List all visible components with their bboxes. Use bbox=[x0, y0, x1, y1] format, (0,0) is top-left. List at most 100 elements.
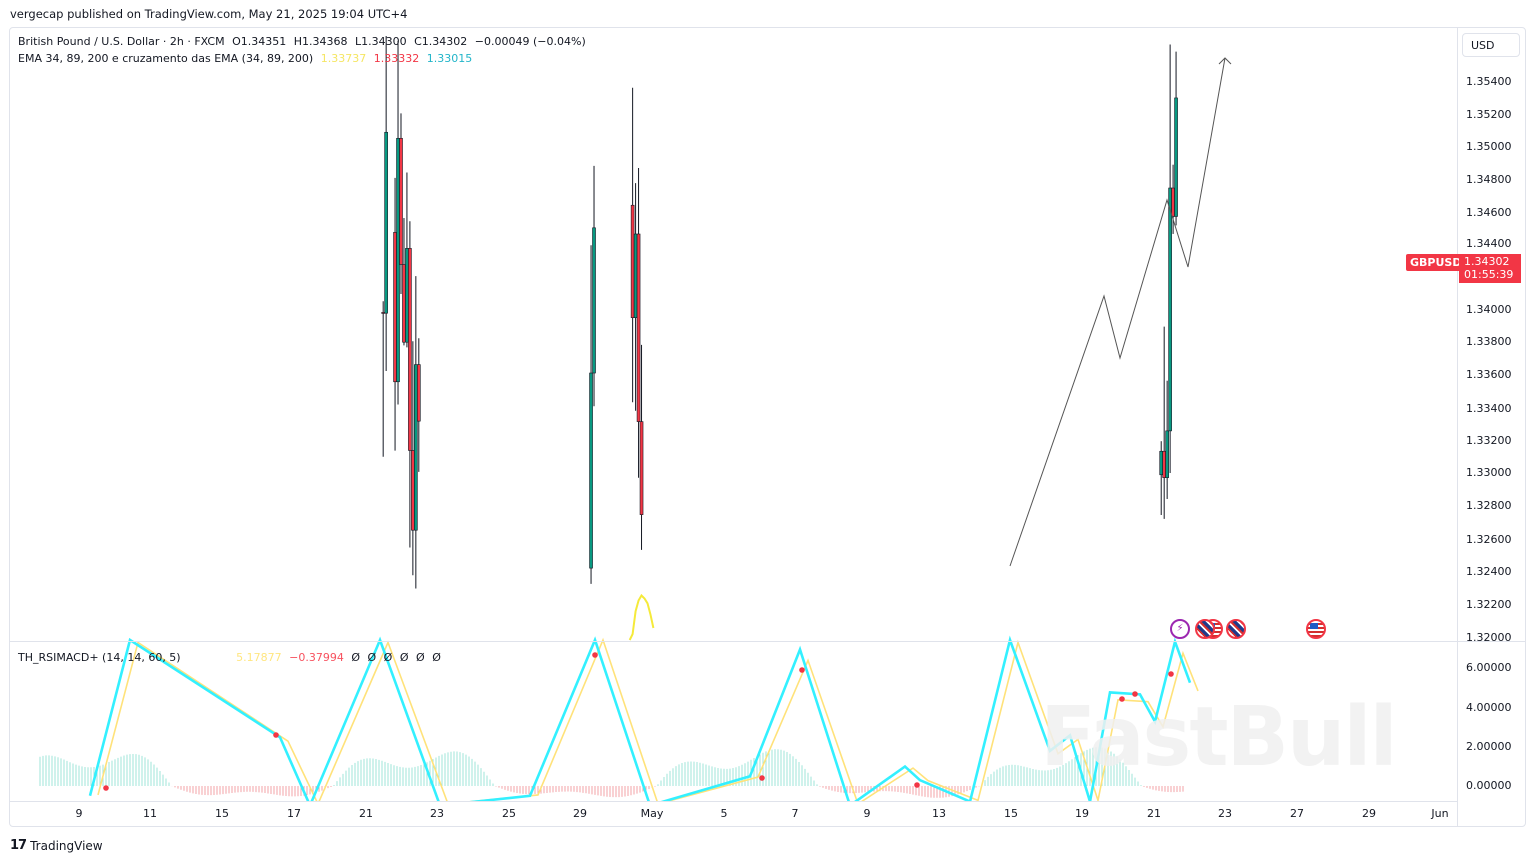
price-tick: 1.33400 bbox=[1466, 402, 1512, 415]
time-tick: 7 bbox=[791, 807, 799, 820]
last-price: 1.34302 bbox=[1464, 255, 1510, 268]
indicator-tick: 2.00000 bbox=[1466, 740, 1512, 753]
price-tick: 1.34600 bbox=[1466, 206, 1512, 219]
price-tick: 1.33000 bbox=[1466, 466, 1512, 479]
time-tick: 25 bbox=[502, 807, 516, 820]
indicator-value-1: 5.17877 bbox=[236, 651, 282, 664]
cross-signal-dot bbox=[1132, 691, 1138, 697]
oscillator-line bbox=[88, 635, 1192, 801]
currency-button[interactable]: USD bbox=[1462, 33, 1520, 57]
symbol-name: British Pound / U.S. Dollar · 2h · FXCM bbox=[18, 35, 225, 48]
candle-body bbox=[1162, 450, 1166, 478]
tradingview-footer[interactable]: 𝟭𝟳 TradingView bbox=[10, 838, 103, 853]
time-tick: 21 bbox=[359, 807, 373, 820]
time-tick: 13 bbox=[932, 807, 946, 820]
indicator-tick: 4.00000 bbox=[1466, 701, 1512, 714]
price-chart[interactable] bbox=[10, 28, 1457, 801]
candle-body bbox=[417, 364, 421, 422]
null-value: Ø bbox=[416, 651, 425, 664]
chart-frame bbox=[9, 27, 1526, 827]
null-value: Ø bbox=[367, 651, 377, 664]
cross-signal-dot bbox=[1119, 696, 1125, 702]
ema-legend[interactable]: EMA 34, 89, 200 e cruzamento das EMA (34… bbox=[18, 52, 476, 65]
time-tick: 5 bbox=[720, 807, 728, 820]
price-tick: 1.32200 bbox=[1466, 598, 1512, 611]
candle-body bbox=[630, 204, 635, 318]
price-change: −0.00049 (−0.04%) bbox=[474, 35, 586, 48]
arrow-head-icon bbox=[1218, 57, 1232, 65]
price-tick: 1.34800 bbox=[1466, 173, 1512, 186]
ema34-line bbox=[630, 596, 1182, 641]
time-tick: 15 bbox=[215, 807, 229, 820]
time-tick: 11 bbox=[143, 807, 157, 820]
null-value: Ø bbox=[432, 651, 441, 664]
candle-body bbox=[1171, 187, 1175, 217]
candle-body bbox=[414, 364, 418, 531]
price-tick: 1.32400 bbox=[1466, 565, 1512, 578]
candle-body bbox=[633, 233, 638, 318]
candle-body bbox=[1165, 430, 1169, 478]
candle-body bbox=[381, 312, 385, 314]
price-tick: 1.32000 bbox=[1466, 631, 1512, 644]
projection-path[interactable] bbox=[1009, 57, 1226, 567]
price-tick: 1.34000 bbox=[1466, 303, 1512, 316]
candle-body bbox=[589, 372, 593, 569]
ohlc-open: O1.34351 bbox=[232, 35, 287, 48]
publisher-line: vergecap published on TradingView.com, M… bbox=[10, 7, 408, 21]
cross-signal-dot bbox=[592, 652, 598, 658]
candle-body bbox=[636, 233, 641, 422]
candle-body bbox=[1174, 97, 1178, 217]
price-tick: 1.33200 bbox=[1466, 434, 1512, 447]
time-tick: May bbox=[640, 807, 664, 820]
flash-event-icon[interactable]: ⚡ bbox=[1170, 619, 1190, 639]
indicator-name: TH_RSIMACD+ (14, 14, 60, 5) bbox=[18, 651, 181, 664]
indicator-legend[interactable]: TH_RSIMACD+ (14, 14, 60, 5) 5.17877 −0.3… bbox=[18, 651, 445, 664]
ema89-value: 1.33332 bbox=[373, 52, 420, 65]
pane-separator[interactable] bbox=[10, 641, 1525, 642]
candle-body bbox=[384, 131, 388, 314]
price-tick: 1.34400 bbox=[1466, 237, 1512, 250]
bar-countdown: 01:55:39 bbox=[1464, 268, 1514, 281]
candle-body bbox=[393, 232, 397, 383]
candle-body bbox=[1168, 187, 1172, 432]
time-tick: 29 bbox=[573, 807, 587, 820]
candle-body bbox=[1159, 450, 1164, 476]
uk-flag-event-icon[interactable] bbox=[1195, 619, 1215, 639]
ohlc-high: H1.34368 bbox=[293, 35, 348, 48]
time-axis[interactable] bbox=[10, 801, 1457, 827]
time-tick: 27 bbox=[1290, 807, 1304, 820]
price-tick: 1.33600 bbox=[1466, 368, 1512, 381]
cross-signal-dot bbox=[759, 775, 765, 781]
candle-body bbox=[408, 248, 412, 451]
last-price-tag: 1.34302 01:55:39 bbox=[1459, 254, 1521, 283]
ema-name: EMA 34, 89, 200 e cruzamento das EMA (34… bbox=[18, 52, 314, 65]
symbol-legend[interactable]: British Pound / U.S. Dollar · 2h · FXCM … bbox=[18, 35, 590, 48]
candle-body bbox=[411, 450, 415, 531]
time-tick: 23 bbox=[1218, 807, 1232, 820]
time-tick: 9 bbox=[75, 807, 83, 820]
candle-body bbox=[405, 248, 409, 343]
ohlc-low: L1.34300 bbox=[355, 35, 407, 48]
cross-signal-dot bbox=[103, 785, 109, 791]
indicator-value-2: −0.37994 bbox=[289, 651, 344, 664]
time-tick: Jun bbox=[1431, 807, 1449, 820]
time-tick: 15 bbox=[1004, 807, 1018, 820]
time-tick: 23 bbox=[430, 807, 444, 820]
indicator-tick: 0.00000 bbox=[1466, 779, 1512, 792]
price-axis[interactable] bbox=[1457, 28, 1526, 826]
time-tick: 19 bbox=[1075, 807, 1089, 820]
symbol-tag: GBPUSD bbox=[1406, 254, 1466, 271]
tradingview-logo-icon: 𝟭𝟳 bbox=[10, 838, 27, 853]
time-tick: 21 bbox=[1147, 807, 1161, 820]
cross-signal-dot bbox=[1168, 671, 1174, 677]
price-tick: 1.32600 bbox=[1466, 533, 1512, 546]
ema34-value: 1.33737 bbox=[320, 52, 367, 65]
uk-flag-event-icon[interactable] bbox=[1226, 619, 1246, 639]
ohlc-close: C1.34302 bbox=[414, 35, 468, 48]
candle-body bbox=[396, 137, 400, 383]
null-value: Ø bbox=[383, 651, 393, 664]
null-value: Ø bbox=[399, 651, 409, 664]
price-tick: 1.35400 bbox=[1466, 75, 1512, 88]
us-flag-event-icon[interactable] bbox=[1306, 619, 1326, 639]
tradingview-wordmark: TradingView bbox=[30, 838, 103, 853]
